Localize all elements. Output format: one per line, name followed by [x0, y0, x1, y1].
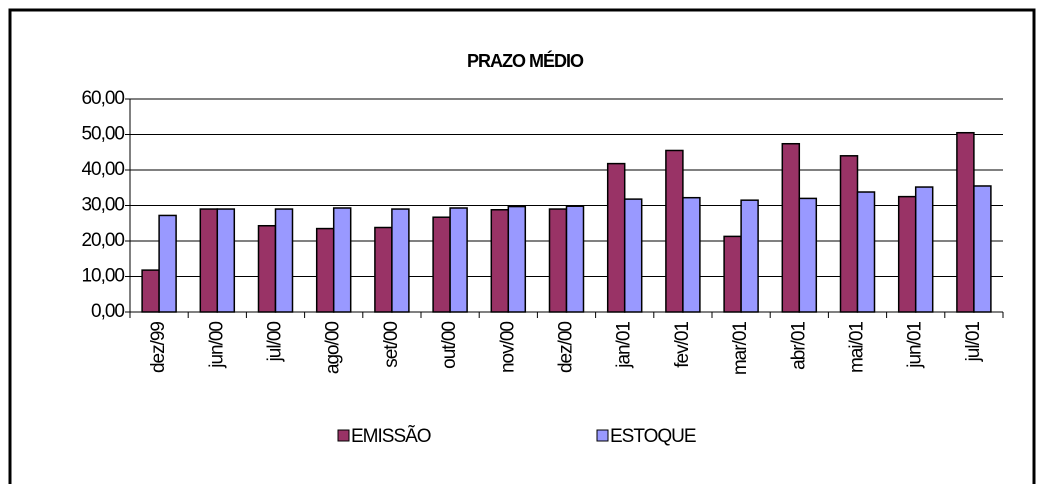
bar [723, 235, 742, 313]
legend-swatch [337, 429, 350, 442]
bar [332, 207, 352, 313]
x-tick-label: jun/01 [905, 322, 926, 369]
chart-title: PRAZO MÉDIO [467, 50, 584, 71]
bar [548, 208, 568, 313]
x-tick-label: mai/01 [847, 322, 868, 373]
bar [507, 205, 527, 313]
x-tick-label: dez/99 [148, 322, 169, 373]
bar [141, 269, 160, 313]
bar [956, 131, 975, 313]
legend-label: ESTOQUE [610, 426, 696, 447]
x-tick-label: jul/00 [265, 322, 286, 363]
x-tick-label: jun/00 [206, 322, 227, 369]
x-tick-label: abr/01 [788, 322, 809, 370]
x-tick-label: set/00 [381, 322, 402, 368]
bar [374, 226, 393, 313]
y-tick-label: 50,00 [81, 124, 124, 145]
x-tick-label: jul/01 [963, 322, 984, 363]
x-tick-label: out/00 [439, 322, 460, 369]
x-tick-label: mar/01 [730, 322, 751, 376]
y-tick-label: 0,00 [91, 301, 124, 322]
bar [798, 197, 818, 313]
bar [490, 209, 510, 313]
bar [257, 224, 277, 313]
bar [199, 208, 219, 313]
bar [914, 186, 934, 313]
bar [274, 208, 294, 313]
y-tick-label: 40,00 [81, 159, 124, 180]
bar [740, 199, 759, 313]
bar [897, 195, 917, 313]
y-tick-label: 20,00 [81, 230, 124, 251]
bar [665, 149, 684, 313]
y-tick-label: 10,00 [81, 266, 124, 287]
x-tick-label: nov/00 [497, 322, 518, 373]
x-tick-label: dez/00 [556, 322, 577, 373]
bar [432, 216, 451, 313]
x-tick-label: fev/01 [672, 322, 693, 368]
bar [839, 155, 859, 313]
bar [216, 208, 236, 313]
bar [973, 185, 992, 313]
bar [449, 207, 468, 313]
legend-label: EMISSÃO [351, 425, 431, 447]
bar [315, 227, 335, 313]
bar [781, 142, 801, 313]
y-tick-label: 30,00 [81, 195, 124, 216]
bar [606, 162, 626, 313]
bar [565, 205, 585, 313]
bar [391, 208, 410, 313]
x-tick-label: ago/00 [323, 322, 344, 375]
legend-swatch [596, 429, 609, 442]
y-tick-label: 60,00 [81, 88, 124, 109]
bar [623, 198, 643, 313]
bar [682, 196, 701, 313]
x-tick-label: jan/01 [614, 322, 635, 369]
bar [158, 214, 177, 313]
bar [856, 191, 876, 313]
